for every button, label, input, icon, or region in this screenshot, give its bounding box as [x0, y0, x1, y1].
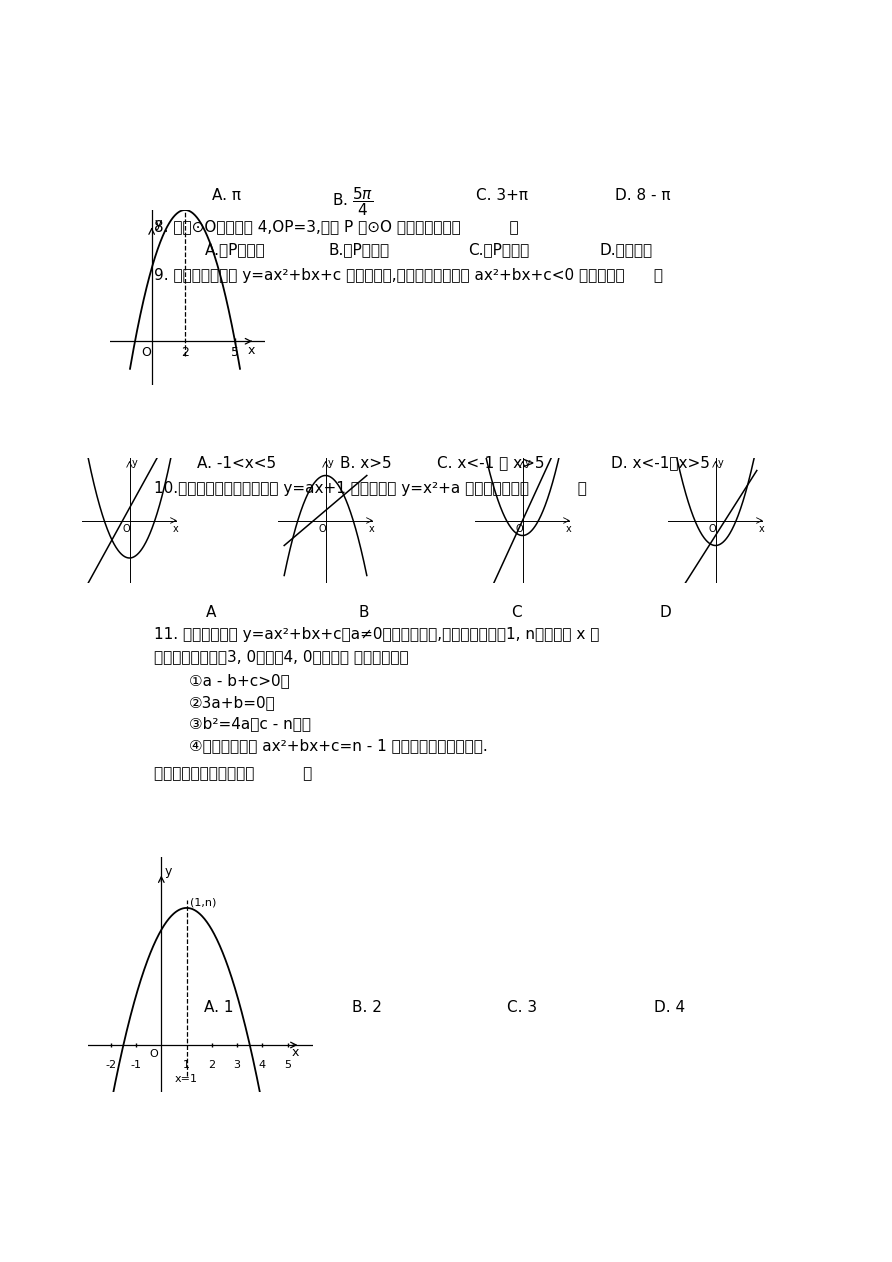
Text: D. x<-1或x>5: D. x<-1或x>5 [611, 456, 710, 471]
Text: (1,n): (1,n) [190, 899, 217, 907]
Text: x: x [566, 524, 572, 534]
Text: 9. 如图是二次函数 y=ax²+bx+c 的部分图象,由图象可知不等式 ax²+bx+c<0 的解集是（      ）: 9. 如图是二次函数 y=ax²+bx+c 的部分图象,由图象可知不等式 ax²… [154, 269, 663, 284]
Text: O: O [318, 524, 326, 534]
Text: D.不能确定: D.不能确定 [599, 242, 653, 257]
Text: 4: 4 [259, 1060, 266, 1070]
Text: y: y [155, 217, 162, 231]
Text: C: C [511, 604, 521, 620]
Text: C. 3+π: C. 3+π [475, 188, 528, 203]
Text: A. 1: A. 1 [204, 1000, 234, 1015]
Text: y: y [717, 458, 723, 467]
Text: 1: 1 [183, 1060, 190, 1070]
Text: D. 4: D. 4 [654, 1000, 685, 1015]
Text: B. 2: B. 2 [351, 1000, 382, 1015]
Text: B. $\dfrac{5\pi}{4}$: B. $\dfrac{5\pi}{4}$ [333, 186, 374, 218]
Text: x=1: x=1 [175, 1074, 198, 1084]
Text: 的一个交点在点（3, 0）和（4, 0）之间。 则下列结论：: 的一个交点在点（3, 0）和（4, 0）之间。 则下列结论： [154, 649, 409, 664]
Text: -1: -1 [130, 1060, 142, 1070]
Text: O: O [708, 524, 716, 534]
Text: A.点P在圆内: A.点P在圆内 [204, 242, 265, 257]
Text: 8. 已知⊙O的半径是 4,OP=3,则点 P 与⊙O 的位置关系是（          ）: 8. 已知⊙O的半径是 4,OP=3,则点 P 与⊙O 的位置关系是（ ） [154, 220, 519, 235]
Text: ②3a+b=0；: ②3a+b=0； [189, 695, 276, 711]
Text: 10.同一坐标系中，一次函数 y=ax+1 与二次函数 y=x²+a 的图象可能是（          ）: 10.同一坐标系中，一次函数 y=ax+1 与二次函数 y=x²+a 的图象可能… [154, 481, 587, 496]
Text: x: x [173, 524, 178, 534]
Text: D: D [660, 604, 672, 620]
Text: O: O [150, 1049, 159, 1059]
Text: 2: 2 [209, 1060, 216, 1070]
Text: x: x [248, 345, 255, 357]
Text: O: O [516, 524, 523, 534]
Text: C. x<-1 且 x>5: C. x<-1 且 x>5 [437, 456, 544, 471]
Text: ③b²=4a（c - n）；: ③b²=4a（c - n）； [189, 717, 311, 732]
Text: A: A [206, 604, 217, 620]
Text: x: x [292, 1046, 299, 1059]
Text: C.点P在圆外: C.点P在圆外 [468, 242, 529, 257]
Text: 5: 5 [231, 346, 239, 358]
Text: B: B [358, 604, 368, 620]
Text: y: y [131, 458, 137, 467]
Text: x: x [369, 524, 375, 534]
Text: B.点P在圆上: B.点P在圆上 [328, 242, 390, 257]
Text: O: O [122, 524, 130, 534]
Text: 2: 2 [181, 346, 189, 358]
Text: ④一元二次方程 ax²+bx+c=n - 1 有两个不相等的实数根.: ④一元二次方程 ax²+bx+c=n - 1 有两个不相等的实数根. [189, 738, 488, 753]
Text: A. π: A. π [212, 188, 241, 203]
Text: C. 3: C. 3 [507, 1000, 537, 1015]
Text: y: y [327, 458, 334, 467]
Text: D. 8 - π: D. 8 - π [615, 188, 671, 203]
Text: x: x [759, 524, 764, 534]
Text: A. -1<x<5: A. -1<x<5 [197, 456, 276, 471]
Text: -2: -2 [105, 1060, 116, 1070]
Text: y: y [524, 458, 531, 467]
Text: 3: 3 [234, 1060, 241, 1070]
Text: 11. 如图是抛物线 y=ax²+bx+c（a≠0）的部分图象,其顶点坐标为（1, n），且与 x 轴: 11. 如图是抛物线 y=ax²+bx+c（a≠0）的部分图象,其顶点坐标为（1… [154, 627, 599, 642]
Text: 其中正确结论的个数是（          ）: 其中正确结论的个数是（ ） [154, 766, 312, 781]
Text: y: y [165, 864, 172, 877]
Text: O: O [141, 346, 151, 358]
Text: 5: 5 [285, 1060, 291, 1070]
Text: B. x>5: B. x>5 [340, 456, 392, 471]
Text: ①a - b+c>0；: ①a - b+c>0； [189, 674, 290, 689]
